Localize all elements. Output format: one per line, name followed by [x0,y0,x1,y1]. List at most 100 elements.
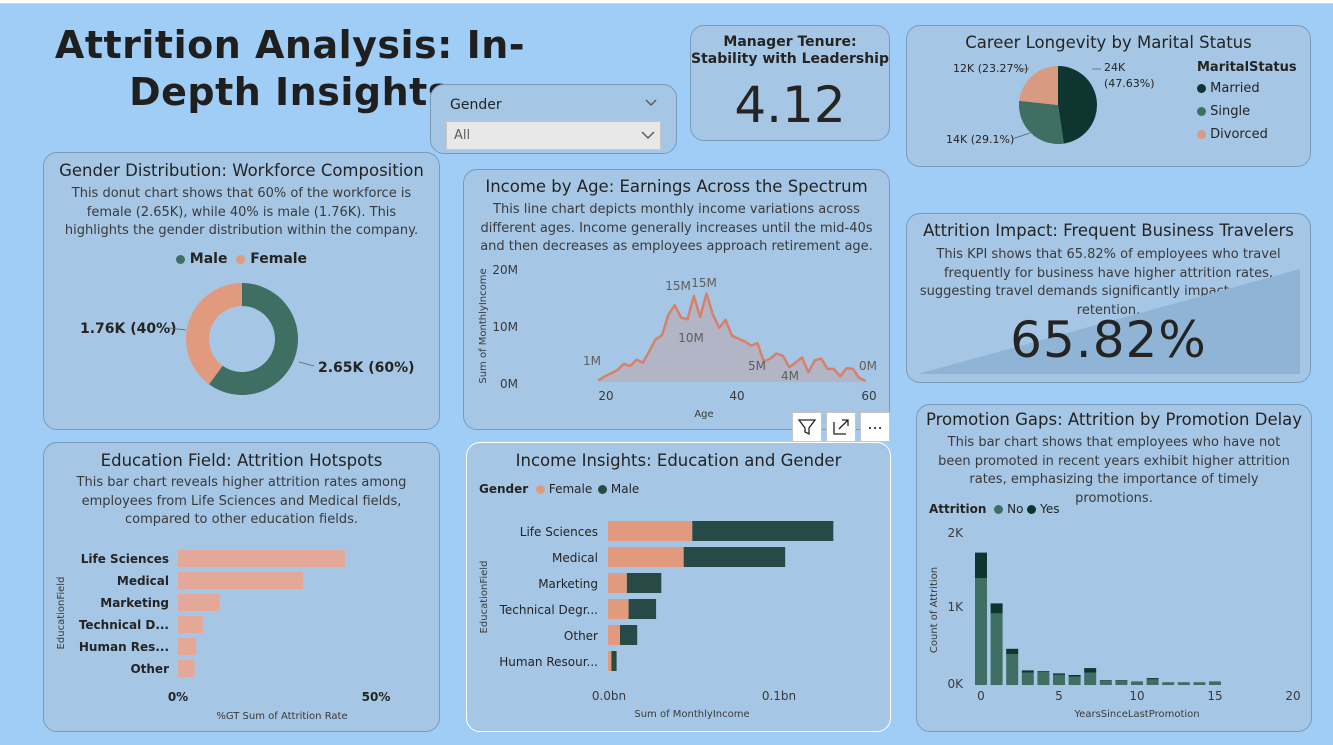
promo-bar-no [975,578,987,685]
promotion-legend: Attrition No Yes [929,502,1059,516]
edu-category-label: Other [130,662,169,676]
gender-distribution-description: This donut chart shows that 60% of the w… [64,186,419,238]
slicer-collapse-icon[interactable] [644,98,658,108]
promo-xtick-20: 20 [1285,689,1300,703]
legend-label-male: Male [189,251,228,267]
legend-label-female-2: Female [548,482,593,496]
gender-donut-chart: 1.76K (40%) 2.65K (60%) [80,283,415,395]
income-education-legend: Gender Female Male [479,482,639,496]
marital-label-divorced: 12K (23.27%) [953,62,1028,75]
promo-bar-yes [975,552,987,578]
legend-item-yes[interactable]: Yes [1027,502,1059,516]
inc-bar-male [628,599,657,619]
edu-xtick-0: 0% [168,690,188,704]
promotion-gaps-title: Promotion Gaps: Attrition by Promotion D… [925,410,1303,429]
promo-bar-no [1115,680,1128,685]
page-title: Attrition Analysis: In-Depth Insights [54,23,526,114]
legend-label-divorced: Divorced [1210,127,1268,142]
legend-item-single[interactable]: Single [1197,104,1297,119]
age-annotation-1m: 1M [583,354,601,368]
slicer-dropdown[interactable]: All [446,121,661,150]
age-ytick-20m: 20M [492,263,518,277]
edu-xlabel: %GT Sum of Attrition Rate [216,711,347,722]
legend-label-no: No [1007,502,1024,516]
promo-bar-yes [1084,668,1097,673]
marital-legend-title: MaritalStatus [1197,60,1297,75]
promo-bar-no [1193,682,1206,685]
age-annotation-5m: 5M [748,359,766,373]
inc-bar-male [620,625,638,645]
business-travel-sparkline [919,269,1300,374]
promo-xlabel: YearsSinceLastPromotion [1073,709,1199,720]
gender-distribution-title: Gender Distribution: Workforce Compositi… [59,161,424,180]
legend-item-male[interactable]: Male [175,251,228,267]
gender-distribution-card: Gender Distribution: Workforce Compositi… [43,152,440,430]
edu-bar [178,660,195,677]
age-annotation-0m: 0M [859,359,877,373]
slicer-label: Gender [450,97,502,113]
filter-icon[interactable] [792,412,822,442]
promo-bar-no [1162,682,1175,685]
legend-label-married: Married [1210,81,1260,96]
age-annotation-10m: 10M [678,331,704,345]
promo-bar-no [1021,672,1034,685]
education-field-title: Education Field: Attrition Hotspots [100,451,383,470]
inc-bar-female [608,651,612,671]
age-xlabel: Age [694,409,713,420]
income-education-card: Income Insights: Education and Gender Ge… [466,442,891,732]
edu-category-label: Human Res... [79,640,169,654]
income-education-chart: EducationField Life Sciences Medical Marke… [479,521,834,720]
edu-ylabel: EducationField [56,577,67,650]
legend-item-no[interactable]: No [994,502,1023,516]
inc-xlabel: Sum of MonthlyIncome [634,709,749,720]
promotion-chart: Count of Attrition 2K 1K 0K 0 5 10 15 20… [929,526,1301,720]
legend-item-female-2[interactable]: Female [536,482,592,496]
income-age-title: Income by Age: Earnings Across the Spect… [485,177,868,196]
promo-bar-yes [1021,670,1034,673]
inc-bar-female [608,599,629,619]
promo-bar-no [1068,676,1081,685]
promo-bar-no [1053,675,1065,685]
inc-category-label: Other [564,629,598,643]
more-options-icon[interactable]: ... [860,412,890,442]
age-xtick-20: 20 [598,389,613,403]
inc-bar-female [608,625,620,645]
gender-label-female: 2.65K (60%) [318,360,415,376]
business-travel-title: Attrition Impact: Frequent Business Trav… [923,221,1294,240]
legend-item-male-2[interactable]: Male [598,482,639,496]
inc-bar-female [608,547,684,567]
promo-bar-yes [1053,673,1065,675]
inc-bar-male [626,573,662,593]
business-travel-description: This KPI shows that 65.82% of employees … [919,247,1298,318]
legend-label-male-2: Male [610,482,640,496]
inc-ylabel: EducationField [479,561,490,634]
education-field-chart: EducationField Life Sciences Medical Marke… [56,550,391,722]
edu-category-label: Technical D... [79,618,169,632]
edu-bar [178,638,197,655]
promo-ytick-0k: 0K [947,677,964,691]
legend-item-divorced[interactable]: Divorced [1197,127,1297,142]
donut-slice-female [209,283,299,395]
edu-bar [178,616,203,633]
promo-bar-no [1099,680,1112,685]
edu-xtick-50: 50% [362,690,391,704]
promo-ylabel: Count of Attrition [929,567,940,653]
legend-item-female[interactable]: Female [236,251,307,267]
edu-category-label: Marketing [100,596,169,610]
inc-category-label: Life Sciences [520,525,598,539]
promo-bar-no [1209,681,1221,685]
edu-category-label: Medical [117,574,169,588]
focus-mode-icon[interactable] [826,412,856,442]
age-annotation-15m-b: 15M [691,276,717,290]
manager-tenure-title-2: Stability with Leadership [691,51,890,67]
slicer-selected-value: All [454,128,471,143]
legend-item-married[interactable]: Married [1197,81,1297,96]
window-top-strip [0,0,1333,4]
income-legend-title: Gender [479,482,529,496]
gender-slicer: Gender All [430,84,677,154]
pie-slice-married [1058,66,1097,144]
education-field-description: This bar chart reveals higher attrition … [76,475,407,527]
income-line [597,292,867,383]
promo-xtick-10: 10 [1129,689,1144,703]
promo-bar-no [1006,654,1019,685]
